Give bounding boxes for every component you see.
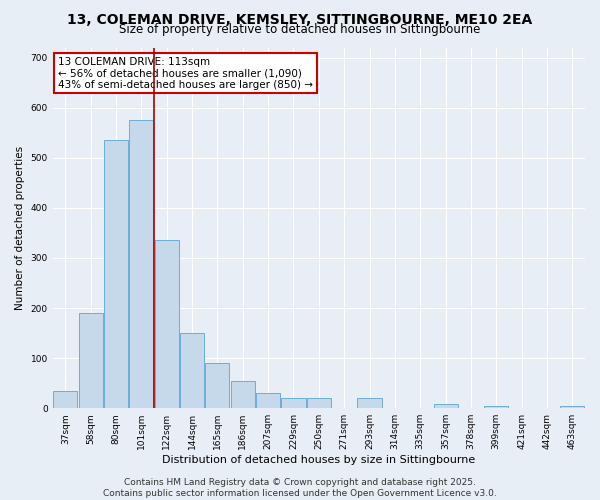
Y-axis label: Number of detached properties: Number of detached properties: [15, 146, 25, 310]
Bar: [281, 398, 305, 408]
Bar: [560, 406, 584, 408]
Bar: [53, 390, 77, 408]
Text: 13, COLEMAN DRIVE, KEMSLEY, SITTINGBOURNE, ME10 2EA: 13, COLEMAN DRIVE, KEMSLEY, SITTINGBOURN…: [67, 12, 533, 26]
Bar: [130, 120, 154, 408]
Text: 13 COLEMAN DRIVE: 113sqm
← 56% of detached houses are smaller (1,090)
43% of sem: 13 COLEMAN DRIVE: 113sqm ← 56% of detach…: [58, 56, 313, 90]
Bar: [79, 313, 103, 408]
Bar: [104, 140, 128, 408]
Bar: [484, 406, 508, 408]
Bar: [231, 380, 255, 408]
Bar: [205, 363, 229, 408]
Bar: [155, 240, 179, 408]
Bar: [358, 398, 382, 408]
Text: Contains HM Land Registry data © Crown copyright and database right 2025.
Contai: Contains HM Land Registry data © Crown c…: [103, 478, 497, 498]
Bar: [434, 404, 458, 408]
Bar: [256, 393, 280, 408]
X-axis label: Distribution of detached houses by size in Sittingbourne: Distribution of detached houses by size …: [162, 455, 475, 465]
Bar: [307, 398, 331, 408]
Text: Size of property relative to detached houses in Sittingbourne: Size of property relative to detached ho…: [119, 22, 481, 36]
Bar: [180, 333, 204, 408]
